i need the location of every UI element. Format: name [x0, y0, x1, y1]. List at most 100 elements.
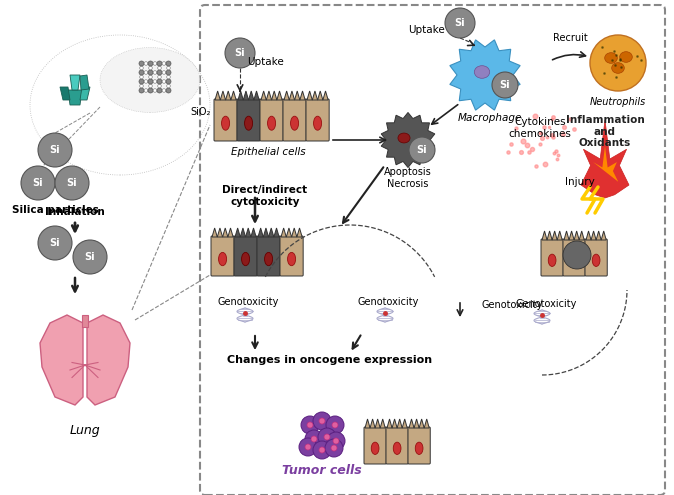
- Circle shape: [21, 166, 55, 200]
- Polygon shape: [238, 91, 243, 100]
- Ellipse shape: [570, 254, 578, 266]
- Text: Si: Si: [67, 178, 78, 188]
- FancyBboxPatch shape: [234, 236, 257, 276]
- Ellipse shape: [311, 436, 317, 442]
- Polygon shape: [450, 40, 520, 110]
- Text: Apoptosis
Necrosis: Apoptosis Necrosis: [384, 167, 432, 189]
- Text: Inflammation
and
Oxidants: Inflammation and Oxidants: [565, 115, 644, 148]
- Circle shape: [166, 84, 171, 88]
- Polygon shape: [40, 315, 83, 405]
- Ellipse shape: [265, 252, 272, 266]
- Circle shape: [140, 84, 144, 88]
- Circle shape: [139, 79, 144, 84]
- Circle shape: [149, 66, 152, 70]
- FancyBboxPatch shape: [386, 427, 408, 464]
- Polygon shape: [261, 91, 266, 100]
- Circle shape: [153, 62, 157, 65]
- Circle shape: [326, 416, 344, 434]
- Bar: [82, 315, 88, 327]
- Polygon shape: [424, 419, 429, 428]
- Circle shape: [318, 428, 336, 446]
- Polygon shape: [579, 231, 584, 240]
- Circle shape: [149, 84, 152, 88]
- Text: Si: Si: [499, 80, 510, 90]
- Ellipse shape: [592, 254, 600, 266]
- Text: Epithelial cells: Epithelial cells: [231, 147, 305, 157]
- Circle shape: [299, 438, 317, 456]
- Text: Genotoxicity: Genotoxicity: [218, 297, 280, 307]
- Polygon shape: [586, 231, 591, 240]
- Polygon shape: [370, 419, 375, 428]
- Ellipse shape: [245, 116, 253, 130]
- Polygon shape: [243, 91, 249, 100]
- Circle shape: [55, 166, 89, 200]
- Polygon shape: [231, 91, 236, 100]
- Polygon shape: [392, 419, 397, 428]
- Polygon shape: [249, 91, 254, 100]
- Ellipse shape: [324, 434, 330, 440]
- Circle shape: [313, 441, 331, 459]
- Circle shape: [140, 66, 144, 70]
- Circle shape: [162, 89, 166, 92]
- Circle shape: [162, 80, 166, 83]
- Polygon shape: [245, 228, 251, 237]
- Circle shape: [225, 38, 255, 68]
- Circle shape: [144, 62, 148, 65]
- Polygon shape: [264, 228, 268, 237]
- Circle shape: [144, 71, 148, 74]
- Ellipse shape: [290, 116, 299, 130]
- Polygon shape: [284, 91, 289, 100]
- Circle shape: [139, 61, 144, 66]
- Polygon shape: [217, 228, 222, 237]
- Polygon shape: [300, 91, 305, 100]
- Ellipse shape: [398, 133, 410, 143]
- Circle shape: [139, 70, 144, 75]
- Polygon shape: [295, 91, 300, 100]
- Ellipse shape: [288, 252, 296, 266]
- Ellipse shape: [313, 116, 321, 130]
- Polygon shape: [220, 91, 226, 100]
- Polygon shape: [292, 228, 297, 237]
- Polygon shape: [241, 228, 245, 237]
- Polygon shape: [68, 90, 82, 105]
- Polygon shape: [307, 91, 312, 100]
- Circle shape: [563, 241, 591, 269]
- Circle shape: [301, 416, 319, 434]
- Circle shape: [158, 84, 161, 88]
- Circle shape: [73, 240, 107, 274]
- Text: Uptake: Uptake: [408, 25, 445, 35]
- Polygon shape: [387, 419, 392, 428]
- Polygon shape: [547, 231, 552, 240]
- Circle shape: [153, 71, 157, 74]
- Circle shape: [158, 66, 161, 70]
- Text: Macrophage: Macrophage: [458, 113, 522, 123]
- Polygon shape: [402, 419, 407, 428]
- Polygon shape: [87, 315, 130, 405]
- FancyBboxPatch shape: [214, 99, 237, 141]
- Circle shape: [166, 66, 171, 70]
- Text: Recruit: Recruit: [553, 33, 587, 43]
- Polygon shape: [272, 91, 277, 100]
- Ellipse shape: [605, 52, 617, 63]
- Circle shape: [144, 80, 148, 83]
- Text: Si: Si: [455, 18, 465, 28]
- Polygon shape: [297, 228, 302, 237]
- Text: Direct/indirect
cytotoxicity: Direct/indirect cytotoxicity: [222, 185, 307, 206]
- Polygon shape: [365, 419, 370, 428]
- Polygon shape: [409, 419, 414, 428]
- Ellipse shape: [241, 252, 249, 266]
- Circle shape: [148, 70, 153, 75]
- FancyBboxPatch shape: [585, 239, 607, 276]
- Polygon shape: [593, 146, 618, 182]
- FancyBboxPatch shape: [260, 99, 283, 141]
- Text: SiO₂: SiO₂: [190, 107, 210, 117]
- Circle shape: [166, 70, 171, 75]
- Ellipse shape: [333, 438, 339, 444]
- FancyBboxPatch shape: [364, 427, 386, 464]
- Circle shape: [153, 80, 157, 83]
- Ellipse shape: [619, 51, 632, 62]
- Text: Injury: Injury: [565, 177, 595, 187]
- Ellipse shape: [307, 422, 313, 428]
- Circle shape: [325, 439, 343, 457]
- Polygon shape: [542, 231, 547, 240]
